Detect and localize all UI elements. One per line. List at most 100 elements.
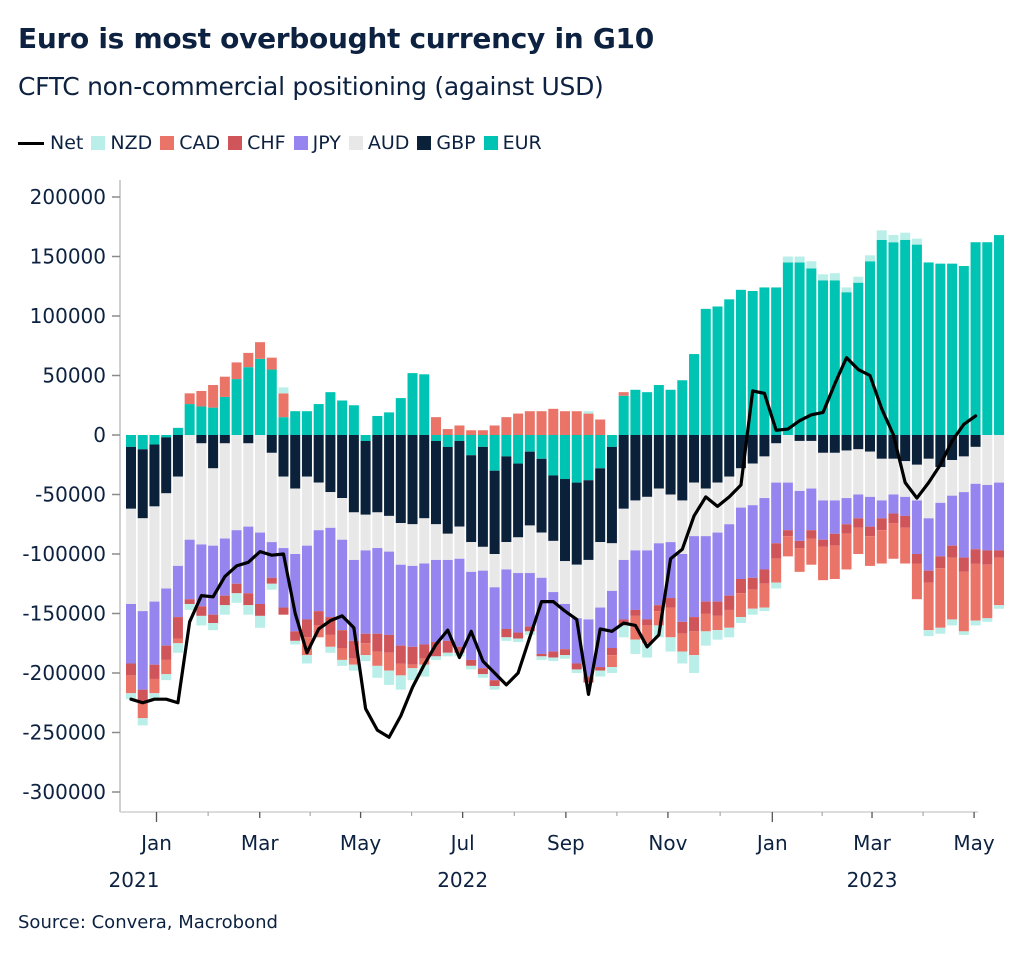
bar-aud-57	[794, 440, 805, 491]
bar-jpy-59	[818, 500, 829, 540]
bar-cad-1	[137, 701, 148, 719]
bar-cad-60	[829, 545, 840, 579]
bar-eur-16	[313, 404, 324, 435]
bar-cad-33	[513, 413, 524, 435]
bar-aud-38	[571, 564, 582, 619]
legend-label-cad: CAD	[179, 132, 221, 154]
bar-chf-28	[454, 646, 465, 653]
bar-chf-2	[149, 664, 160, 679]
bar-nzd-52	[735, 617, 746, 624]
bar-cad-44	[642, 625, 653, 644]
bar-nzd-41	[606, 667, 617, 673]
bar-eur-25	[419, 374, 430, 435]
legend-item-eur: EUR	[483, 132, 542, 154]
y-tick-label: 0	[93, 423, 106, 447]
bar-aud-51	[724, 476, 735, 525]
bar-chf-65	[888, 513, 899, 524]
bar-chf-69	[935, 556, 946, 569]
bar-nzd-44	[642, 643, 653, 658]
bar-cad-40	[595, 419, 606, 435]
y-tick-label: 200000	[30, 185, 106, 209]
bar-eur-24	[407, 373, 418, 435]
bar-cad-35	[536, 411, 547, 435]
bar-gbp-12	[266, 435, 277, 453]
bar-chf-29	[466, 659, 477, 666]
bar-eur-43	[630, 389, 641, 435]
bar-aud-48	[689, 482, 700, 537]
bar-eur-59	[818, 280, 829, 435]
bar-nzd-66	[900, 232, 911, 240]
legend-item-aud: AUD	[348, 132, 409, 154]
bar-nzd-60	[829, 273, 840, 281]
bar-eur-4	[172, 427, 183, 435]
bar-nzd-29	[466, 665, 477, 670]
bar-gbp-58	[806, 435, 817, 441]
bar-jpy-69	[935, 502, 946, 557]
bar-gbp-19	[348, 435, 359, 513]
bar-chf-13	[278, 607, 289, 615]
x-tick-label: Mar	[241, 831, 280, 855]
bar-eur-10	[243, 367, 254, 435]
bar-chf-24	[407, 646, 418, 665]
bar-jpy-2	[149, 601, 160, 665]
bar-jpy-61	[841, 498, 852, 525]
bar-aud-61	[841, 450, 852, 499]
bar-gbp-60	[829, 435, 840, 453]
bar-chf-55	[771, 543, 782, 559]
bar-jpy-42	[618, 559, 629, 620]
bar-chf-50	[712, 601, 723, 616]
bar-eur-9	[231, 379, 242, 435]
bar-nzd-18	[337, 659, 348, 666]
bar-gbp-42	[618, 435, 629, 509]
bar-eur-66	[900, 239, 911, 435]
bar-gbp-0	[126, 446, 136, 509]
bar-chf-27	[442, 640, 453, 653]
bar-eur-58	[806, 268, 817, 435]
legend-item-jpy: JPY	[293, 132, 341, 154]
bar-aud-72	[970, 446, 981, 484]
bar-eur-6	[196, 406, 207, 435]
bar-nzd-56	[782, 256, 793, 263]
bar-eur-52	[735, 289, 746, 435]
bar-eur-61	[841, 292, 852, 435]
legend-swatch-eur	[483, 136, 498, 150]
bar-aud-1	[137, 518, 148, 612]
bar-gbp-17	[325, 435, 336, 493]
bar-nzd-27	[442, 652, 453, 657]
bar-nzd-12	[266, 583, 277, 590]
bar-gbp-50	[712, 435, 723, 483]
bar-chf-59	[818, 539, 829, 547]
bar-chf-66	[900, 515, 911, 528]
bar-nzd-69	[935, 627, 946, 634]
bar-aud-42	[618, 508, 629, 560]
bar-chf-56	[782, 530, 793, 537]
bar-aud-11	[255, 435, 266, 533]
bar-jpy-36	[548, 592, 559, 652]
bar-jpy-16	[313, 530, 324, 612]
bar-eur-26	[430, 435, 441, 441]
bar-chf-38	[571, 663, 582, 670]
bar-nzd-11	[255, 615, 266, 628]
bar-jpy-25	[419, 563, 430, 645]
bar-chf-18	[337, 630, 348, 649]
bar-chf-58	[806, 530, 817, 539]
bar-nzd-3	[161, 674, 172, 681]
bar-aud-23	[395, 523, 406, 565]
bar-cad-31	[489, 425, 500, 435]
bar-chf-22	[384, 634, 395, 653]
bar-aud-37	[560, 561, 571, 604]
legend-line-net	[18, 141, 44, 145]
bar-jpy-19	[348, 559, 359, 641]
bar-cad-65	[888, 523, 899, 559]
bar-cad-5	[184, 393, 195, 405]
bar-chf-48	[689, 617, 700, 632]
bar-cad-41	[606, 655, 617, 668]
bar-nzd-65	[888, 235, 899, 243]
bar-gbp-43	[630, 435, 641, 501]
bar-eur-17	[325, 392, 336, 435]
bar-gbp-22	[384, 435, 395, 516]
bar-gbp-18	[337, 435, 348, 499]
bar-nzd-54	[759, 607, 770, 612]
bar-gbp-41	[606, 446, 617, 544]
bar-gbp-21	[372, 435, 383, 513]
